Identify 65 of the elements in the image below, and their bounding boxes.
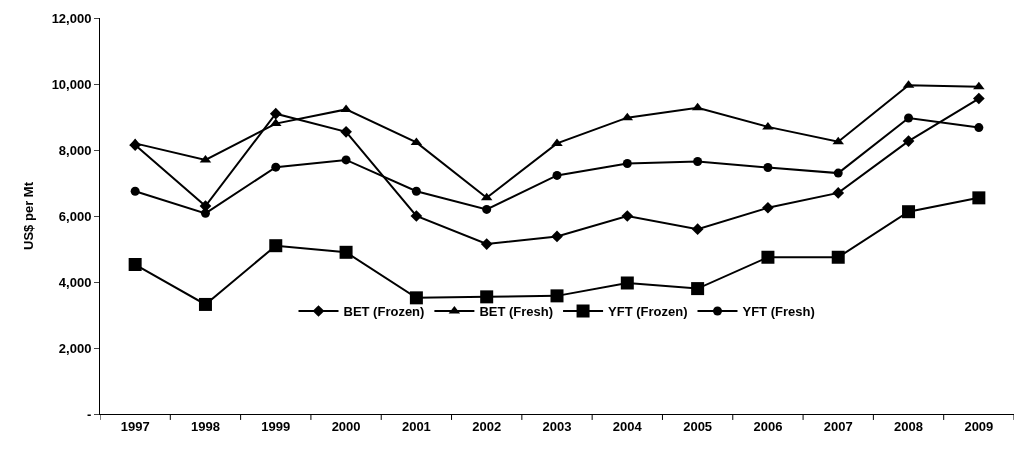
point [621,210,634,222]
point [341,155,351,165]
point [271,162,281,172]
point [340,126,352,138]
point [832,136,844,145]
y-tick-label: - [87,406,92,422]
point [410,210,423,222]
point [974,123,984,133]
point [480,290,494,304]
point [411,186,421,196]
point [482,204,492,214]
point [833,168,843,178]
point [973,81,985,90]
point [551,230,563,243]
point [973,92,985,105]
x-tick-label: 2004 [612,418,643,434]
point [691,282,705,296]
y-axis-title: US$ per Mt [20,181,36,250]
y-tick-label: 12,000 [51,10,92,26]
x-tick-label: 2005 [683,418,713,434]
point [831,250,845,264]
x-tick-label: 1997 [120,418,150,434]
x-tick-label: 2009 [964,418,994,434]
point [409,291,423,305]
point [552,170,562,180]
x-tick-label: 2003 [542,418,572,434]
y-tick-label: 8,000 [58,142,92,158]
point [480,238,493,250]
x-tick-label: 2008 [894,418,923,434]
y-tick-label: 2,000 [58,340,92,356]
legend-label: YFT (Frozen) [608,304,688,320]
y-tick-label: 4,000 [58,274,92,290]
legend-label: BET (Fresh) [479,304,554,320]
point [620,276,634,290]
x-tick-label: 1999 [261,418,291,434]
legend-label: BET (Frozen) [343,304,425,320]
point [763,162,773,172]
point [128,258,142,272]
point [269,239,283,253]
x-tick-label: 2000 [331,418,361,434]
point [902,205,916,219]
x-tick-label: 2007 [823,418,853,434]
x-tick-label: 1998 [191,418,220,434]
point [270,118,282,127]
x-tick-label: 2001 [401,418,431,434]
point [693,157,703,167]
point [339,245,353,259]
point [972,191,986,205]
x-tick-label: 2006 [753,418,783,434]
point [902,135,915,147]
point [761,250,775,264]
point [904,113,914,123]
point [622,159,632,169]
point [198,297,212,311]
point [130,186,140,196]
point [200,208,210,218]
point [832,187,845,199]
point [269,107,282,120]
legend-label: YFT (Fresh) [742,304,815,320]
point [691,223,704,236]
y-tick-label: 10,000 [51,76,92,92]
point [550,289,564,303]
x-tick-label: 2002 [472,418,502,434]
y-tick-label: 6,000 [58,208,92,224]
point [762,201,774,214]
